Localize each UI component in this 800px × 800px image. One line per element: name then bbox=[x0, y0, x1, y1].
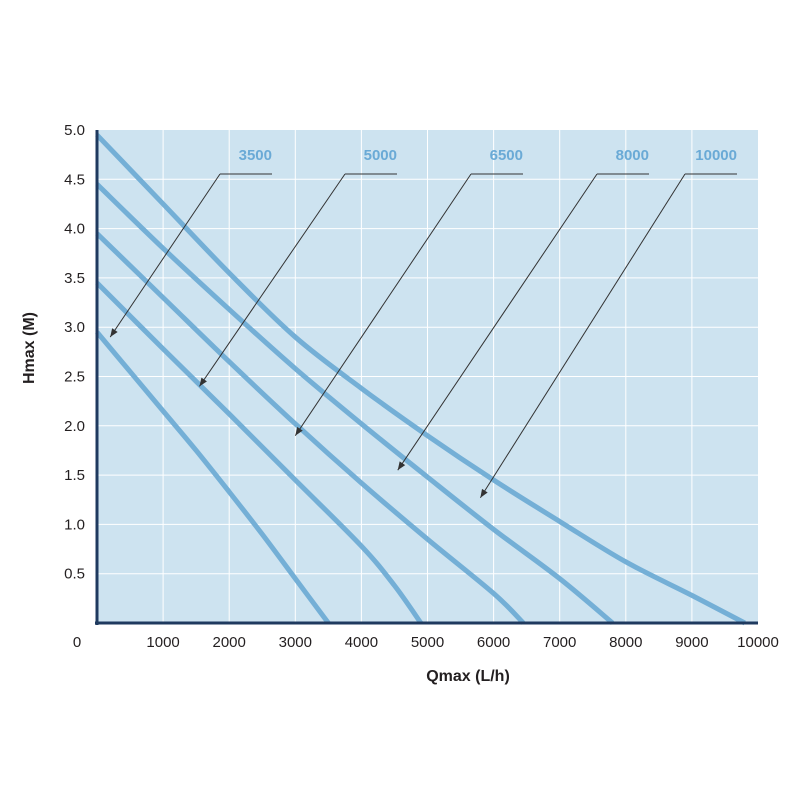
series-lines bbox=[95, 133, 746, 626]
arrow-line-5000 bbox=[199, 173, 346, 387]
series-line-5000 bbox=[95, 281, 423, 625]
arrow-head-6500 bbox=[295, 426, 303, 436]
series-label-8000: 8000 bbox=[616, 147, 649, 164]
series-label-6500: 6500 bbox=[490, 147, 523, 164]
series-label-3500: 3500 bbox=[239, 147, 272, 164]
x-axis-title: Qmax (L/h) bbox=[426, 668, 510, 685]
x-tick-label: 7000 bbox=[543, 634, 576, 651]
arrow-line-3500 bbox=[109, 173, 221, 338]
series-line-10000 bbox=[95, 133, 746, 626]
series-line-6500 bbox=[95, 231, 526, 625]
y-tick-label: 1.5 bbox=[64, 467, 85, 484]
x-tick-label: 4000 bbox=[345, 634, 378, 651]
y-tick-label: 4.5 bbox=[64, 171, 85, 188]
x-tick-label: 2000 bbox=[213, 634, 246, 651]
y-tick-label: 5.0 bbox=[64, 122, 85, 139]
x-tick-label: 5000 bbox=[411, 634, 444, 651]
x-tick-label: 6000 bbox=[477, 634, 510, 651]
arrow-line-10000 bbox=[479, 173, 686, 499]
series-annotations: 3500 5000 6500 8000 10000 bbox=[109, 147, 737, 499]
y-tick-label: 0.5 bbox=[64, 566, 85, 583]
y-tick-labels: 0.5 1.0 1.5 2.0 2.5 3.0 3.5 4.0 4.5 5.0 bbox=[64, 122, 85, 583]
x-tick-labels: 0 1000 2000 3000 4000 5000 6000 7000 8000 9000 100… bbox=[73, 634, 779, 651]
series-label-10000: 10000 bbox=[695, 147, 737, 164]
series-line-8000 bbox=[95, 182, 615, 625]
arrow-head-10000 bbox=[480, 488, 488, 498]
y-tick-label: 1.0 bbox=[64, 516, 85, 533]
x-tick-label: 3000 bbox=[279, 634, 312, 651]
y-tick-label: 3.5 bbox=[64, 270, 85, 287]
y-tick-label: 2.0 bbox=[64, 418, 85, 435]
x-tick-label: 8000 bbox=[609, 634, 642, 651]
y-tick-label: 2.5 bbox=[64, 369, 85, 386]
x-tick-label: 0 bbox=[73, 634, 81, 651]
arrow-head-8000 bbox=[397, 461, 406, 471]
series-label-5000: 5000 bbox=[364, 147, 397, 164]
x-tick-label: 1000 bbox=[146, 634, 179, 651]
y-tick-label: 4.0 bbox=[64, 221, 85, 238]
arrow-line-6500 bbox=[294, 173, 472, 436]
x-tick-label: 9000 bbox=[675, 634, 708, 651]
y-tick-label: 3.0 bbox=[64, 319, 85, 336]
y-axis-title: Hmax (M) bbox=[21, 312, 38, 384]
arrow-head-5000 bbox=[199, 377, 207, 387]
x-tick-label: 10000 bbox=[737, 634, 779, 651]
series-line-3500 bbox=[95, 330, 331, 625]
axes bbox=[95, 130, 758, 625]
arrow-line-8000 bbox=[397, 173, 598, 471]
arrow-head-3500 bbox=[110, 328, 118, 338]
